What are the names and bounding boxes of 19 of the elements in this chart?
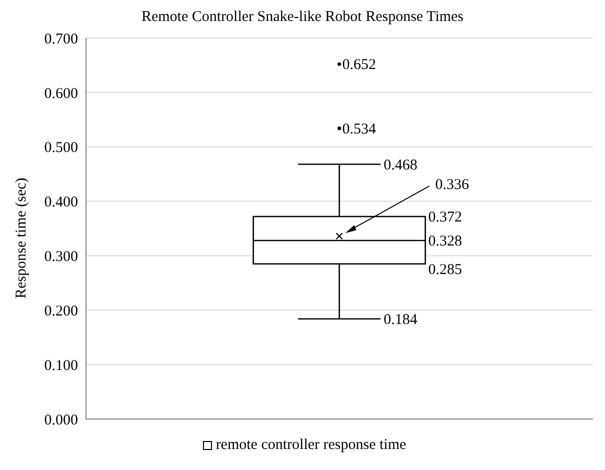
y-tick-label: 0.200 — [44, 303, 78, 320]
annotation: 0.328 — [428, 233, 462, 250]
annotation: 0.285 — [428, 262, 462, 278]
y-tick-label: 0.300 — [44, 249, 78, 266]
annotation: 0.534 — [342, 121, 377, 138]
chart-title: Remote Controller Snake-like Robot Response Times — [140, 8, 465, 27]
y-tick-label: 0.400 — [44, 194, 78, 211]
annotation: 0.372 — [428, 210, 462, 226]
y-tick-label: 0.600 — [44, 86, 78, 102]
y-tick-label: 0.500 — [44, 140, 78, 156]
annotation: 0.468 — [384, 157, 418, 174]
annotation: 0.184 — [384, 312, 418, 328]
legend-label: remote controller response time — [214, 437, 406, 454]
annotation: 0.652 — [342, 57, 376, 74]
y-tick-label: 0.700 — [44, 31, 78, 48]
y-axis-title: Response time (sec) — [13, 178, 30, 298]
annotation: 0.336 — [435, 177, 470, 194]
y-tick-label: 0.000 — [44, 412, 78, 428]
y-tick-label: 0.100 — [44, 358, 78, 374]
